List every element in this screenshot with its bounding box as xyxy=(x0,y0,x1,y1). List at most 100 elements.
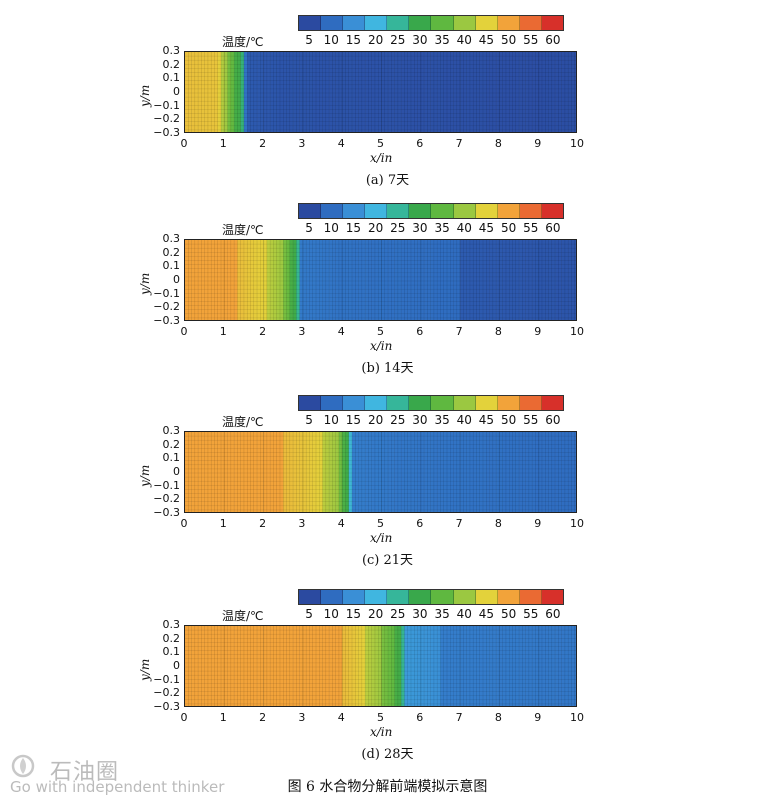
x-tick-label: 1 xyxy=(219,325,227,338)
heatmap-column xyxy=(443,626,448,706)
heatmap-column xyxy=(224,240,228,320)
heatmap-column xyxy=(374,432,379,512)
colorbar-tick-label: 35 xyxy=(434,33,450,47)
heatmap-column xyxy=(489,240,494,320)
heatmap-column xyxy=(388,240,392,320)
heatmap-column xyxy=(466,52,471,132)
heatmap-column xyxy=(502,52,507,132)
y-tick-label: −0.3 xyxy=(153,506,180,519)
heatmap-column xyxy=(489,432,494,512)
heatmap-column xyxy=(433,240,438,320)
heatmap-column xyxy=(332,432,336,512)
colorbar-tick-label: 60 xyxy=(545,607,561,621)
colorbar-label: 温度/℃ xyxy=(222,223,264,237)
heatmap-column xyxy=(198,52,202,132)
heatmap-column xyxy=(476,626,481,706)
heatmap-column xyxy=(532,240,536,320)
heatmap-column xyxy=(492,240,497,320)
x-tick-label: 6 xyxy=(416,137,424,150)
heatmap-column xyxy=(440,626,445,706)
heatmap-column xyxy=(365,240,369,320)
heatmap-column xyxy=(368,52,372,132)
heatmap-column xyxy=(473,52,477,132)
heatmap-column xyxy=(479,52,484,132)
heatmap-column xyxy=(355,52,359,132)
heatmap-column xyxy=(466,240,471,320)
heatmap-column xyxy=(306,626,310,706)
heatmap-column xyxy=(453,240,458,320)
heatmap-column xyxy=(538,240,543,320)
heatmap-column xyxy=(496,52,500,132)
heatmap-column xyxy=(460,52,464,132)
colorbar-segment xyxy=(475,16,498,30)
heatmap-column xyxy=(479,240,484,320)
heatmap-column xyxy=(502,626,507,706)
heatmap-column xyxy=(391,432,395,512)
heatmap-column xyxy=(221,626,225,706)
colorbar-tick-label: 15 xyxy=(345,607,362,621)
heatmap-column xyxy=(548,240,553,320)
heatmap-column xyxy=(207,432,212,512)
heatmap-plot-area xyxy=(184,625,577,707)
heatmap-column xyxy=(348,432,353,512)
heatmap-column xyxy=(309,626,314,706)
heatmap-column xyxy=(371,52,376,132)
heatmap-column xyxy=(302,52,307,132)
heatmap-column xyxy=(522,52,526,132)
heatmap-column xyxy=(525,432,530,512)
heatmap-column xyxy=(214,626,219,706)
y-tick-label: 0.2 xyxy=(162,631,181,645)
colorbar-tick-label: 5 xyxy=(305,413,313,427)
heatmap-column xyxy=(381,52,386,132)
y-tick-label: −0.3 xyxy=(153,314,180,327)
heatmap-column xyxy=(185,626,189,706)
heatmap-column xyxy=(555,240,559,320)
heatmap-column xyxy=(374,52,379,132)
colorbar-segment xyxy=(321,204,344,218)
x-tick-label: 4 xyxy=(337,517,345,530)
heatmap-column xyxy=(424,52,428,132)
heatmap-column xyxy=(564,626,569,706)
heatmap-column xyxy=(365,52,369,132)
colorbar-segment xyxy=(299,16,322,30)
heatmap-column xyxy=(368,626,372,706)
y-tick-label: 0.2 xyxy=(162,437,181,451)
colorbar-tick-label: 20 xyxy=(367,607,384,621)
heatmap-column xyxy=(299,626,304,706)
heatmap-column xyxy=(571,626,576,706)
heatmap-column xyxy=(234,626,238,706)
y-tick-label: 0 xyxy=(173,85,180,98)
x-tick-label: 9 xyxy=(534,325,542,338)
heatmap-column xyxy=(194,240,199,320)
heatmap-column xyxy=(483,432,487,512)
heatmap-column xyxy=(257,626,261,706)
heatmap-column xyxy=(538,52,543,132)
colorbar-tick-label: 35 xyxy=(434,413,450,427)
heatmap-column xyxy=(551,240,556,320)
heatmap-column xyxy=(384,432,389,512)
heatmap-column xyxy=(378,432,382,512)
heatmap-column xyxy=(368,432,372,512)
colorbar-segment xyxy=(343,16,366,30)
heatmap-column xyxy=(221,52,225,132)
heatmap-column xyxy=(270,626,274,706)
heatmap-column xyxy=(214,240,219,320)
heatmap-column xyxy=(250,626,255,706)
heatmap-column xyxy=(250,52,255,132)
heatmap-column xyxy=(568,626,572,706)
heatmap-column xyxy=(568,52,572,132)
heatmap-column xyxy=(299,52,304,132)
heatmap-column xyxy=(342,52,346,132)
heatmap-column xyxy=(427,432,431,512)
heatmap-column xyxy=(440,432,445,512)
heatmap-column xyxy=(191,240,196,320)
heatmap-column xyxy=(293,432,297,512)
heatmap-column xyxy=(450,626,454,706)
colorbar xyxy=(298,15,564,31)
heatmap-column xyxy=(528,626,533,706)
colorbar-tick-label: 50 xyxy=(500,221,517,235)
panel-caption: (c) 21天 xyxy=(361,553,414,568)
colorbar-tick-label: 40 xyxy=(456,33,472,47)
heatmap-column xyxy=(237,52,241,132)
heatmap-column xyxy=(476,432,481,512)
